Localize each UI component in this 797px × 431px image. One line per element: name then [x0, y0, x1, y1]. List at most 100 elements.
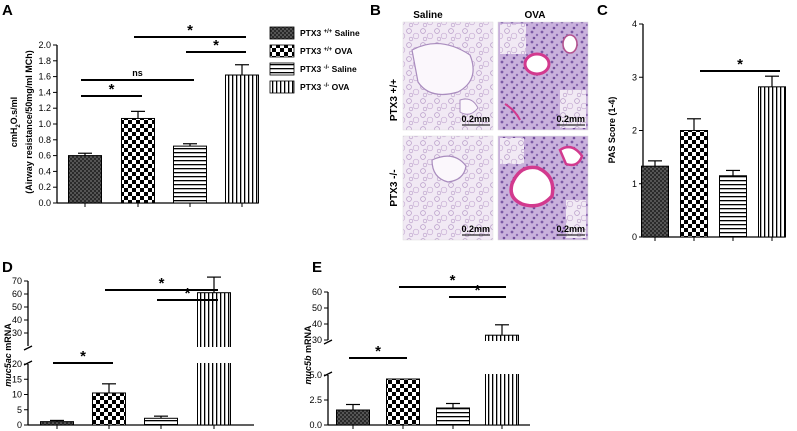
y-tick-label: 60: [12, 289, 22, 299]
legend-item: PTX3 +/+ Saline: [269, 26, 360, 40]
y-tick-label: 1: [632, 179, 637, 189]
y-tick-label: 0.0: [309, 420, 322, 430]
legend-item: PTX3 -/- Saline: [269, 62, 357, 76]
scale-bar-wt-ova: 0.2mm: [556, 114, 585, 126]
bar: [144, 417, 178, 426]
histology-col-ova: OVA: [525, 10, 546, 21]
significance-label: ns: [132, 68, 143, 78]
significance-bracket: *: [81, 81, 142, 98]
svg-text:0.2mm: 0.2mm: [556, 114, 585, 124]
y-tick-label: 1.4: [38, 87, 51, 97]
y-tick-label: 10: [12, 390, 22, 400]
legend-item: PTX3 +/+ OVA: [269, 44, 352, 58]
y-axis-label: muc5b mRNA: [303, 325, 313, 385]
significance-bracket: *: [349, 343, 407, 360]
bar-break-gap: [484, 341, 520, 374]
significance-label: *: [80, 348, 86, 365]
legend-label: PTX3 +/+ Saline: [300, 28, 360, 38]
scale-bar-wt-saline: 0.2mm: [461, 114, 490, 126]
y-tick-label: 1.0: [38, 119, 51, 129]
panel-letter-a: A: [2, 2, 13, 19]
significance-bracket: *: [105, 275, 218, 292]
panel-a-airway-resistance-chart: 0.0 0.2 0.4 0.6 0.8 1.0 1.2 1.4 1.6 1.8 2.0 cmH2O.s…: [9, 22, 259, 208]
legend-swatch: [269, 26, 295, 40]
significance-label: *: [450, 272, 456, 289]
y-axis-label: cmH2O.s/ml: [9, 97, 22, 147]
bar: [436, 407, 470, 426]
significance-bracket: ns: [81, 68, 194, 81]
svg-text:0.2mm: 0.2mm: [461, 114, 490, 124]
bar: [336, 409, 370, 426]
significance-bracket: *: [186, 37, 246, 54]
panel-e-muc5b-chart: 0.0 2.5 5.0 30 40 50 60 muc5b mRNA * * *: [303, 272, 530, 430]
y-tick-label: 20: [12, 359, 22, 369]
significance-label: *: [109, 81, 115, 98]
y-tick-label: 5.0: [309, 370, 322, 380]
bar: [173, 145, 207, 204]
histology-col-saline: Saline: [413, 10, 443, 21]
y-tick-label: 60: [312, 287, 322, 297]
y-tick-label: 2.0: [38, 40, 51, 50]
legend-label: PTX3 +/+ OVA: [300, 46, 352, 56]
y-tick-label: 50: [312, 303, 322, 313]
y-tick-label: 40: [12, 315, 22, 325]
significance-label: *: [159, 275, 165, 292]
y-tick-label: 1.6: [38, 72, 51, 82]
significance-label: *: [475, 282, 481, 299]
legend: PTX3 +/+ Saline PTX3 +/+ OVA PTX3 -/- Sali…: [269, 26, 360, 94]
histology-row-ko: PTX3 -/-: [389, 169, 400, 206]
svg-text:0.2mm: 0.2mm: [461, 224, 490, 234]
y-tick-label: 4: [632, 19, 637, 29]
y-tick-label: 50: [12, 302, 22, 312]
y-tick-label: 2: [632, 126, 637, 136]
legend-swatch: [269, 80, 295, 94]
y-tick-label: 0.2: [38, 182, 51, 192]
y-tick-label: 0.0: [38, 198, 51, 208]
bar: [680, 130, 708, 238]
histology-image-ko-ova: [497, 135, 589, 241]
legend-label: PTX3 -/- Saline: [300, 64, 357, 74]
significance-bracket: *: [449, 282, 506, 299]
histology-image-wt-ova: [497, 21, 589, 131]
significance-label: *: [187, 22, 193, 39]
legend-label: PTX3 -/- OVA: [300, 82, 349, 92]
y-tick-label: 0: [632, 232, 637, 242]
scale-bar-ko-saline: 0.2mm: [461, 224, 490, 236]
y-tick-label: 1.2: [38, 103, 51, 113]
y-tick-label: 3: [632, 72, 637, 82]
bar: [641, 165, 669, 238]
histology-row-wt: PTX3 +/+: [389, 79, 400, 121]
y-tick-label: 5: [17, 405, 22, 415]
panel-letter-d: D: [2, 259, 13, 276]
significance-bracket: *: [53, 348, 113, 365]
bar: [719, 175, 747, 238]
bar: [386, 378, 420, 426]
panel-b-histology: Saline OVA PTX3 +/+ PTX3 -/-: [389, 10, 589, 241]
y-tick-label: 1.8: [38, 56, 51, 66]
significance-bracket: *: [134, 22, 246, 39]
y-axis-label: muc5ac mRNA: [3, 323, 13, 387]
significance-bracket: *: [399, 272, 506, 289]
bar: [68, 155, 102, 204]
bar-break-gap: [196, 347, 232, 363]
panel-letter-e: E: [312, 259, 322, 276]
y-tick-label: 40: [312, 319, 322, 329]
y-tick-label: 0.8: [38, 135, 51, 145]
scale-bar-ko-ova: 0.2mm: [556, 224, 585, 236]
panel-c-pas-score-chart: 0 1 2 3 4 PAS Score (1-4) *: [607, 19, 786, 242]
significance-bracket: *: [700, 56, 780, 73]
y-tick-label: 30: [12, 328, 22, 338]
panel-d-muc5ac-chart: 0 5 10 15 20 30 40 50 60 70 muc5ac mRNA * * *: [3, 275, 254, 430]
bar: [40, 421, 74, 426]
panel-letter-b: B: [370, 2, 381, 19]
legend-item: PTX3 -/- OVA: [269, 80, 349, 94]
significance-label: *: [185, 285, 191, 302]
y-axis-label: PAS Score (1-4): [607, 97, 617, 164]
y-tick-label: 0.6: [38, 151, 51, 161]
y-tick-label: 30: [312, 335, 322, 345]
histology-image-ko-saline: [402, 135, 494, 241]
y-tick-label: 2.5: [309, 395, 322, 405]
legend-swatch: [269, 44, 295, 58]
y-axis-label-secondary: (Airway resistance/50mg/ml MCh): [24, 50, 34, 194]
